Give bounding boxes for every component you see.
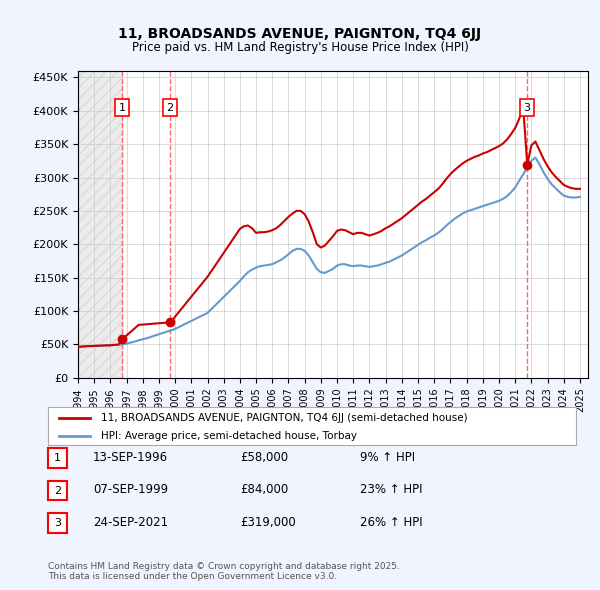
Text: HPI: Average price, semi-detached house, Torbay: HPI: Average price, semi-detached house,…	[101, 431, 357, 441]
Text: 1: 1	[118, 103, 125, 113]
Text: Contains HM Land Registry data © Crown copyright and database right 2025.
This d: Contains HM Land Registry data © Crown c…	[48, 562, 400, 581]
Text: 07-SEP-1999: 07-SEP-1999	[93, 483, 168, 496]
Text: 1: 1	[54, 453, 61, 463]
Text: 13-SEP-1996: 13-SEP-1996	[93, 451, 168, 464]
Text: 26% ↑ HPI: 26% ↑ HPI	[360, 516, 422, 529]
Text: 24-SEP-2021: 24-SEP-2021	[93, 516, 168, 529]
Text: 9% ↑ HPI: 9% ↑ HPI	[360, 451, 415, 464]
Text: £58,000: £58,000	[240, 451, 288, 464]
Text: 2: 2	[167, 103, 173, 113]
Text: 11, BROADSANDS AVENUE, PAIGNTON, TQ4 6JJ: 11, BROADSANDS AVENUE, PAIGNTON, TQ4 6JJ	[118, 27, 482, 41]
Text: 23% ↑ HPI: 23% ↑ HPI	[360, 483, 422, 496]
Text: £84,000: £84,000	[240, 483, 288, 496]
Text: £319,000: £319,000	[240, 516, 296, 529]
Text: 3: 3	[523, 103, 530, 113]
Text: 11, BROADSANDS AVENUE, PAIGNTON, TQ4 6JJ (semi-detached house): 11, BROADSANDS AVENUE, PAIGNTON, TQ4 6JJ…	[101, 413, 467, 423]
Text: 3: 3	[54, 518, 61, 528]
Bar	[78, 71, 122, 378]
Text: 2: 2	[54, 486, 61, 496]
Text: Price paid vs. HM Land Registry's House Price Index (HPI): Price paid vs. HM Land Registry's House …	[131, 41, 469, 54]
